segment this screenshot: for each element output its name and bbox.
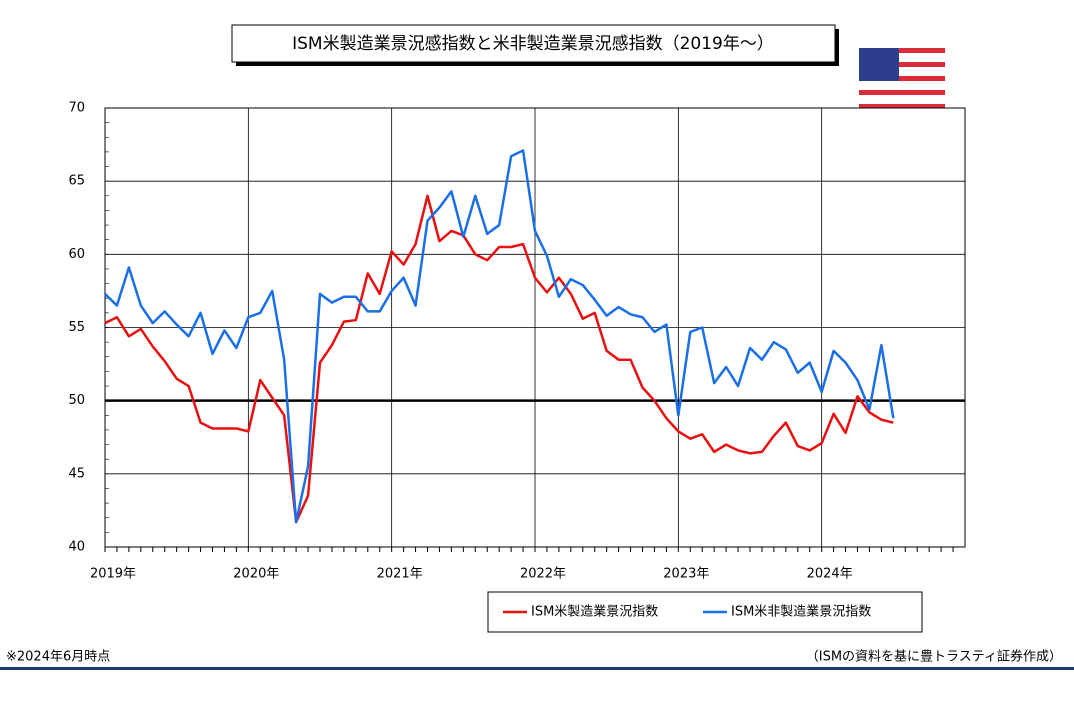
y-tick-label: 60 bbox=[68, 247, 85, 262]
series-line bbox=[104, 149, 895, 524]
x-tick-label: 2024年 bbox=[807, 567, 853, 582]
note: ※2024年6月時点 bbox=[6, 650, 110, 665]
legend-label: ISM米製造業景況指数 bbox=[531, 604, 658, 620]
chart-title: ISM米製造業景況感指数と米非製造業景況感指数（2019年～） bbox=[292, 34, 774, 54]
y-tick-label: 55 bbox=[68, 320, 85, 335]
x-tick-label: 2023年 bbox=[663, 567, 709, 582]
y-tick-label: 45 bbox=[68, 466, 85, 481]
flag bbox=[859, 48, 945, 110]
x-tick-label: 2020年 bbox=[233, 567, 279, 582]
x-tick-label: 2022年 bbox=[520, 567, 566, 582]
title-box bbox=[231, 24, 836, 63]
y-tick-label: 65 bbox=[68, 174, 85, 189]
legend-label: ISM米非製造業景況指数 bbox=[731, 604, 871, 620]
series-line bbox=[104, 194, 894, 524]
x-tick-label: 2021年 bbox=[377, 567, 423, 582]
x-tick-label: 2019年 bbox=[90, 567, 136, 582]
source: （ISMの資料を基に豊トラスティ証券作成） bbox=[806, 649, 1062, 665]
y-tick-label: 50 bbox=[68, 393, 85, 408]
y-tick-label: 40 bbox=[68, 540, 85, 555]
footer-rule bbox=[0, 667, 1074, 670]
y-tick-label: 70 bbox=[68, 101, 85, 116]
